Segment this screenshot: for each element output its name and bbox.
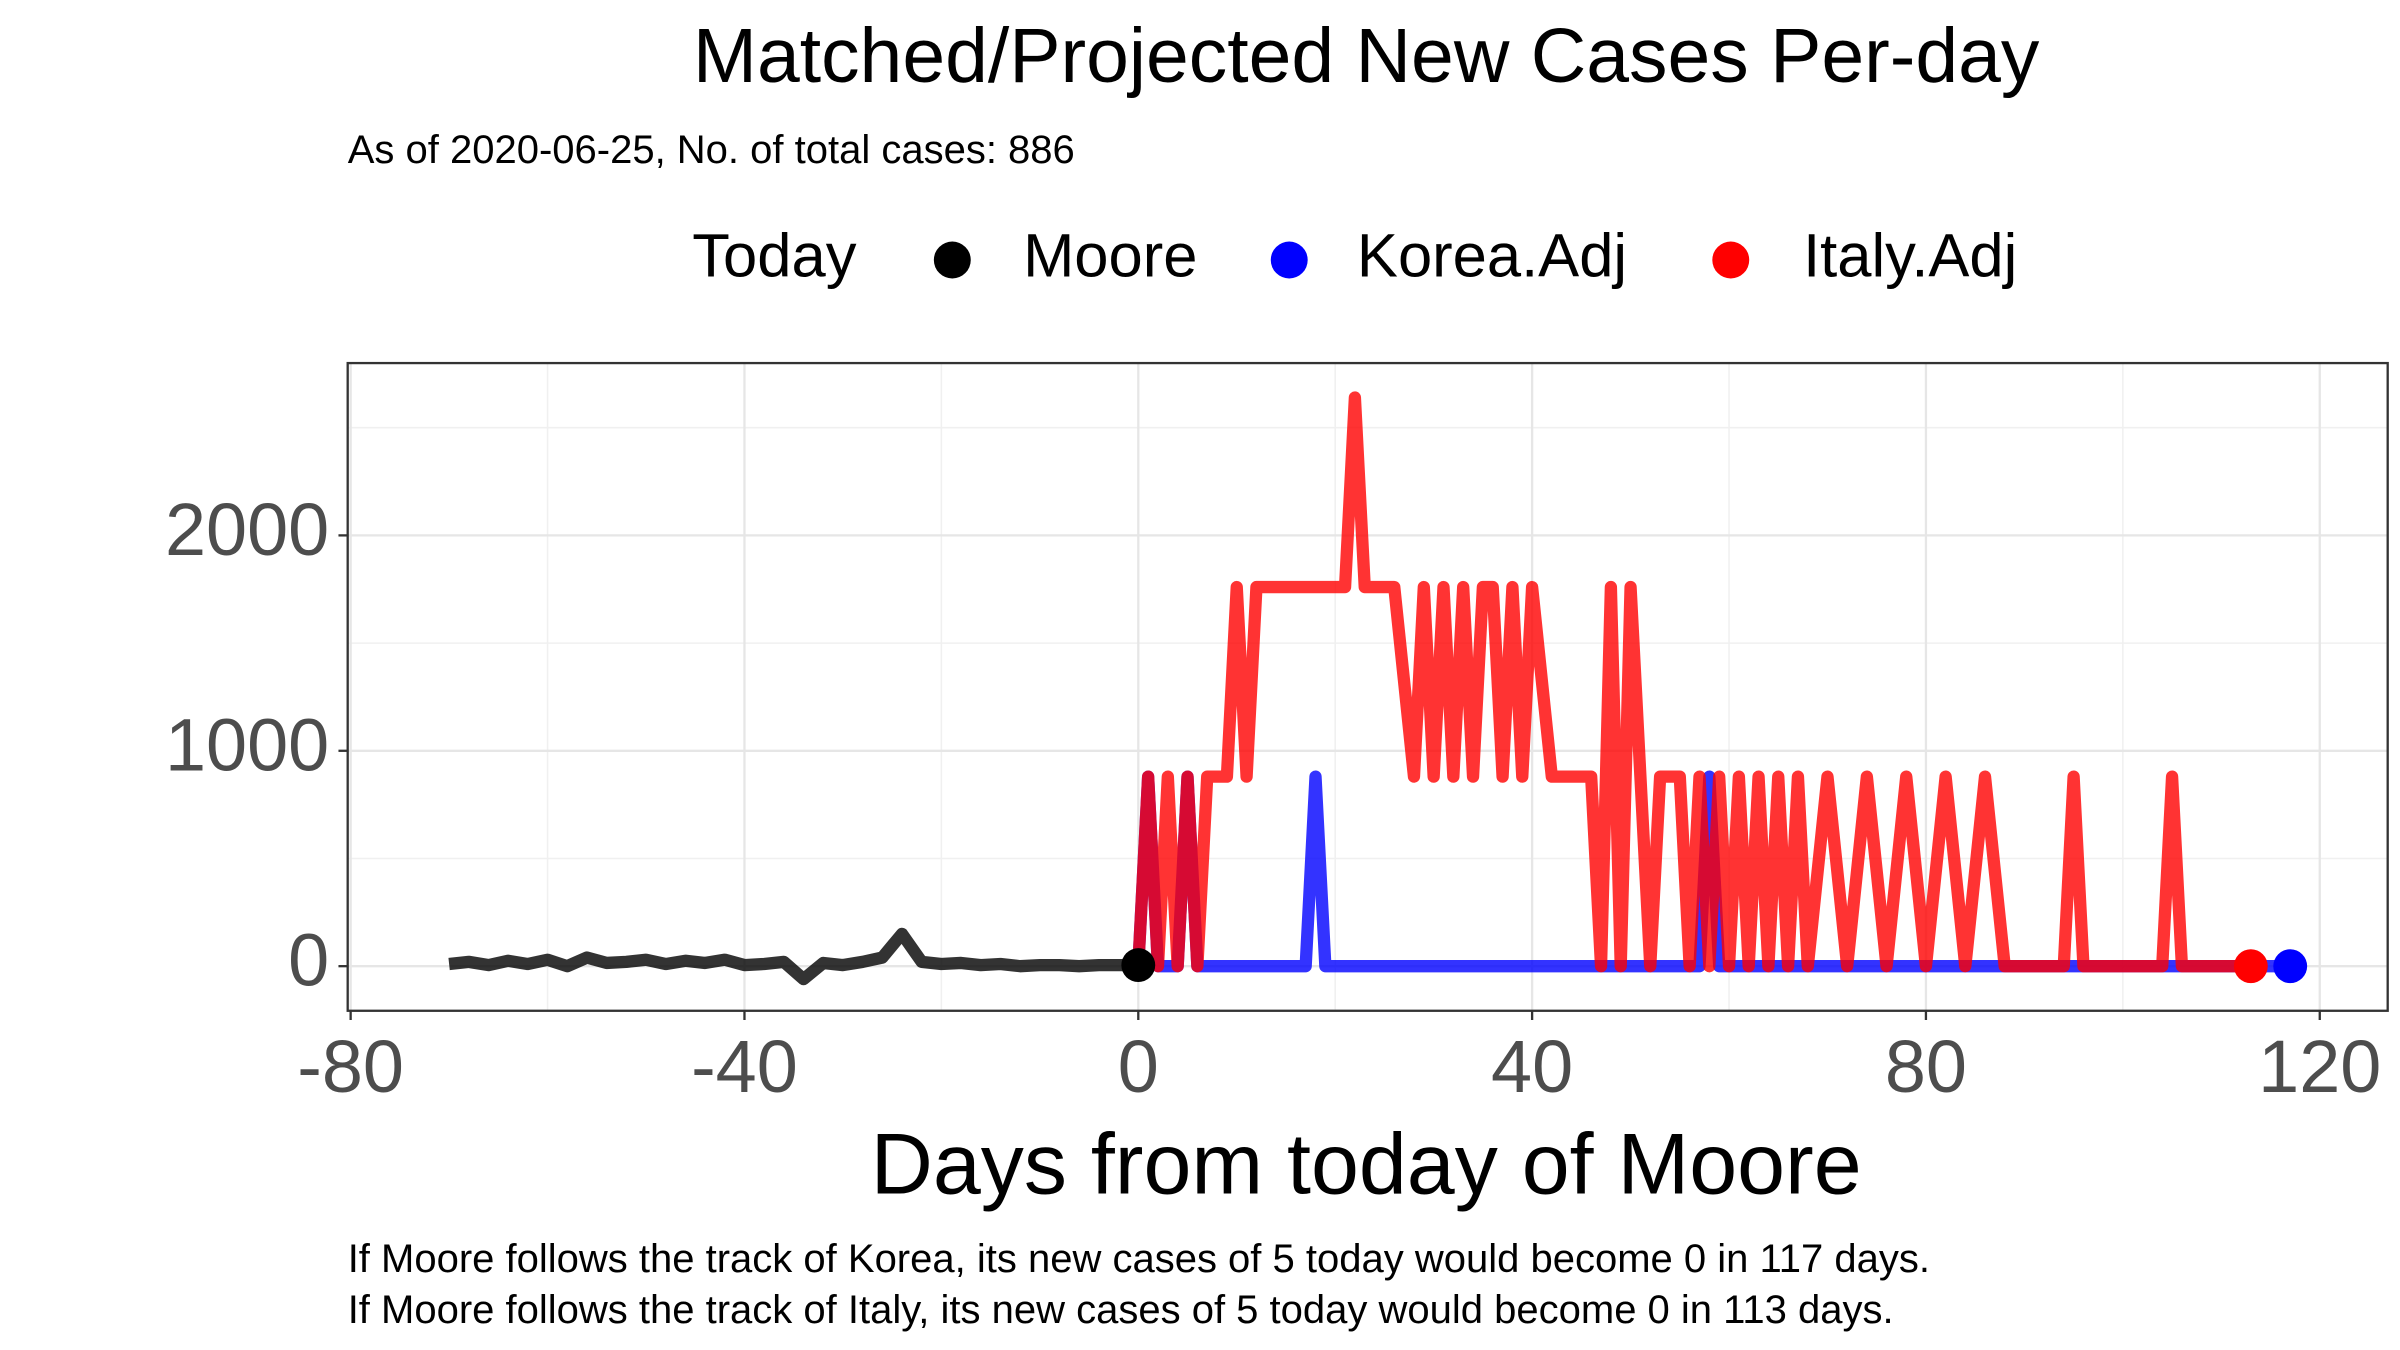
x-tick-label: 80 bbox=[1885, 1025, 1967, 1108]
x-axis-label: Days from today of Moore bbox=[871, 1117, 1862, 1213]
chart-title: Matched/Projected New Cases Per-day bbox=[693, 13, 2040, 99]
caption: If Moore follows the track of Italy, its… bbox=[348, 1288, 1894, 1332]
chart-subtitle: As of 2020-06-25, No. of total cases: 88… bbox=[348, 128, 1075, 172]
x-tick-label: 120 bbox=[2258, 1025, 2381, 1108]
legend-marker bbox=[1270, 241, 1308, 279]
legend-label: Korea.Adj bbox=[1357, 221, 1627, 290]
legend-marker bbox=[1712, 241, 1750, 279]
today-point bbox=[2233, 949, 2268, 984]
panel-border bbox=[346, 361, 2389, 1012]
y-tick-label: 1000 bbox=[165, 703, 329, 786]
x-tick-label: -40 bbox=[691, 1025, 798, 1108]
legend-marker bbox=[933, 241, 971, 279]
series-line bbox=[448, 927, 1139, 986]
x-tick-label: -80 bbox=[297, 1025, 404, 1108]
y-tick-label: 2000 bbox=[165, 488, 329, 571]
x-tick-label: 40 bbox=[1491, 1025, 1573, 1108]
y-tick-label: 0 bbox=[288, 919, 329, 1002]
x-tick-label: 0 bbox=[1118, 1025, 1159, 1108]
series-line bbox=[1132, 391, 2251, 973]
today-point bbox=[2273, 949, 2308, 984]
caption: If Moore follows the track of Korea, its… bbox=[348, 1237, 1930, 1281]
legend-label: Moore bbox=[1023, 221, 1197, 290]
today-point bbox=[1121, 948, 1156, 983]
legend-label: Italy.Adj bbox=[1803, 221, 2017, 290]
plot-panel bbox=[347, 363, 2388, 1011]
legend-title: Today bbox=[692, 221, 856, 290]
